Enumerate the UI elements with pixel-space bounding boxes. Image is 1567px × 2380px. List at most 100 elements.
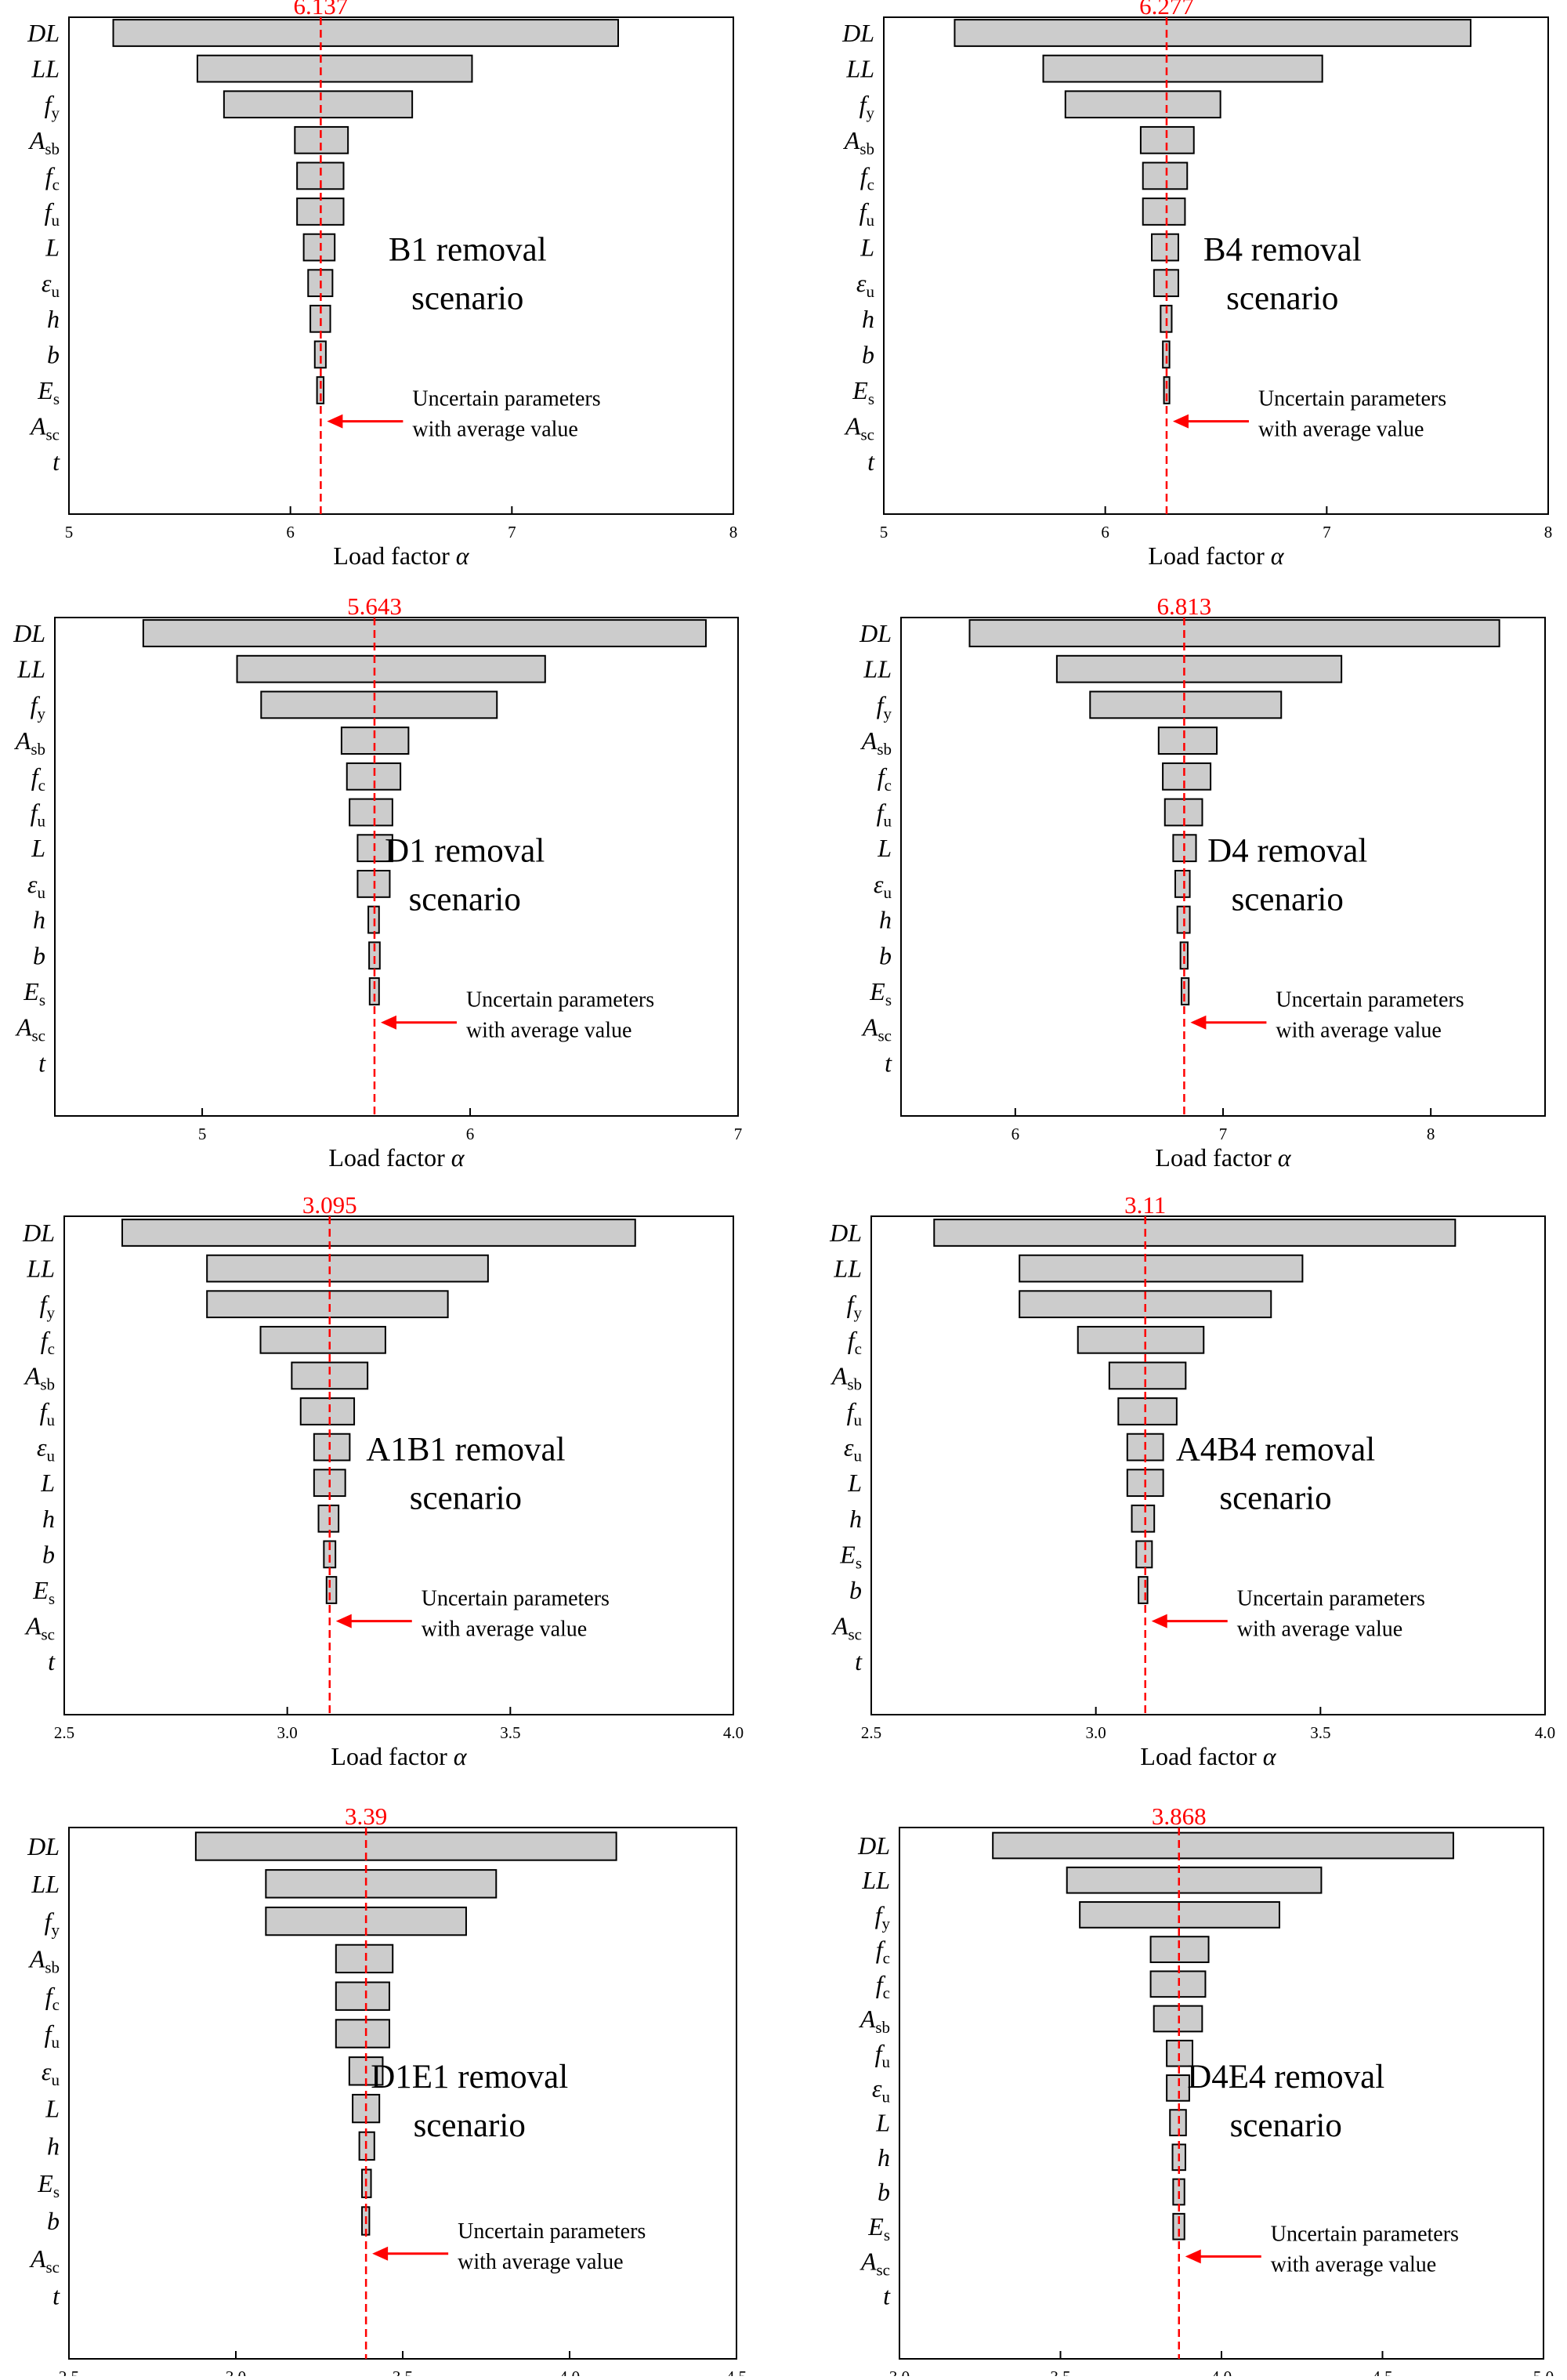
annotation-line2: with average value — [1276, 1019, 1441, 1043]
annotation-line2: with average value — [466, 1019, 632, 1043]
x-axis-label: Load factor α — [1155, 1143, 1291, 1172]
parameter-label: DL — [27, 1832, 60, 1860]
parameter-label: b — [33, 941, 45, 969]
mean-value-label: 3.868 — [1152, 1802, 1207, 1830]
bar-fu — [1117, 1397, 1178, 1425]
bar-Es — [1163, 376, 1171, 404]
bar-Es — [1172, 2212, 1185, 2241]
parameter-label: Asc — [859, 2247, 890, 2279]
x-tick-label: 8 — [1544, 523, 1553, 542]
x-tick-label: 5 — [880, 523, 888, 542]
parameter-label: L — [877, 834, 892, 862]
x-axis-label: Load factor α — [333, 542, 469, 570]
parameter-label: Es — [867, 2212, 890, 2244]
scenario-title-line2: scenario — [1230, 2107, 1342, 2144]
bar-DL — [968, 619, 1500, 647]
bar-Es — [1135, 1540, 1153, 1569]
scenario-title-line1: D1 removal — [385, 833, 545, 870]
parameter-label: Asb — [28, 1944, 60, 1976]
x-tick-label: 7 — [508, 523, 516, 542]
parameter-label: Es — [37, 376, 60, 408]
bar-Es — [325, 1576, 338, 1604]
parameter-label: DL — [22, 1219, 55, 1247]
scenario-title-line1: B4 removal — [1203, 232, 1362, 269]
parameter-label: L — [45, 2095, 60, 2123]
parameter-label: fu — [859, 197, 875, 230]
mean-value-label: 3.095 — [302, 1191, 357, 1219]
mean-value-label: 6.813 — [1157, 592, 1212, 620]
parameter-label: t — [883, 2282, 891, 2310]
scenario-title-line1: A1B1 removal — [366, 1432, 565, 1469]
parameter-label: εu — [872, 2074, 891, 2106]
annotation-line1: Uncertain parameters — [1237, 1587, 1425, 1611]
plot-frame — [870, 1215, 1546, 1715]
parameter-label: fc — [848, 1326, 862, 1358]
parameter-label: fy — [40, 1290, 56, 1322]
parameter-label: Asc — [24, 1612, 55, 1644]
parameter-label: h — [47, 2132, 60, 2160]
parameter-label: Es — [37, 2169, 60, 2201]
bar-fy — [1079, 1901, 1280, 1929]
mean-value-label: 5.643 — [347, 592, 402, 620]
x-tick-label: 6 — [466, 1125, 475, 1143]
parameter-label: t — [855, 1647, 863, 1675]
parameter-label: fy — [45, 90, 60, 122]
parameter-label: LL — [833, 1255, 862, 1283]
parameter-label: Es — [852, 376, 874, 408]
parameter-label: Asc — [844, 412, 874, 444]
annotation-arrow-head — [335, 1614, 352, 1628]
parameter-label: εu — [42, 269, 60, 301]
plot-frame — [68, 16, 734, 515]
annotation-line2: with average value — [458, 2250, 623, 2274]
bar-DL — [194, 1831, 617, 1861]
annotation-arrow-head — [380, 1015, 396, 1030]
x-tick-label: 4.5 — [1372, 2367, 1392, 2376]
bar-fy — [223, 90, 414, 119]
annotation-line1: Uncertain parameters — [1276, 988, 1464, 1012]
x-tick-label: 3.5 — [500, 1723, 520, 1742]
parameter-label: L — [31, 834, 45, 862]
parameter-label: εu — [844, 1433, 863, 1465]
bar-b — [1162, 340, 1171, 369]
x-tick-label: 6 — [286, 523, 295, 542]
parameter-label: fc — [31, 763, 45, 795]
parameter-label: t — [867, 447, 875, 476]
annotation-line1: Uncertain parameters — [458, 2219, 646, 2244]
parameter-label: Asb — [831, 1361, 862, 1393]
parameter-label: b — [47, 2207, 60, 2235]
annotation-line2: with average value — [1271, 2252, 1436, 2277]
bar-fc — [1142, 161, 1189, 190]
x-axis-label: Load factor α — [331, 1742, 467, 1770]
parameter-label: LL — [31, 1870, 60, 1898]
annotation-arrow-head — [1151, 1614, 1167, 1628]
x-tick-label: 5 — [198, 1125, 207, 1143]
x-tick-label: 2.5 — [54, 1723, 74, 1742]
parameter-label: εu — [856, 269, 875, 301]
parameter-label: h — [47, 305, 60, 333]
parameter-label: b — [879, 941, 892, 969]
parameter-label: Es — [839, 1540, 862, 1572]
parameter-label: DL — [857, 1831, 890, 1860]
bar-LL — [1055, 654, 1343, 683]
parameter-label: LL — [863, 655, 892, 683]
x-tick-label: 3.5 — [393, 2367, 413, 2376]
parameter-label: fy — [31, 690, 46, 723]
x-tick-label: 7 — [1219, 1125, 1228, 1143]
annotation-line1: Uncertain parameters — [1258, 387, 1446, 411]
parameter-label: fu — [847, 1397, 863, 1429]
parameter-label: h — [42, 1505, 55, 1533]
scenario-title-line1: D1E1 removal — [371, 2059, 568, 2096]
parameter-label: Asb — [14, 726, 45, 759]
bar-fc — [259, 1325, 386, 1354]
parameter-label: Asc — [29, 412, 60, 444]
parameter-label: Asb — [860, 726, 892, 759]
bar-Es — [316, 376, 325, 404]
x-tick-label: 4.5 — [726, 2367, 747, 2376]
x-tick-label: 3.0 — [277, 1723, 298, 1742]
chart-panel-7: 2.53.03.54.04.5Load factor αDLLLfyAsbfcf… — [27, 1802, 747, 2380]
bar-fc — [1162, 762, 1212, 791]
